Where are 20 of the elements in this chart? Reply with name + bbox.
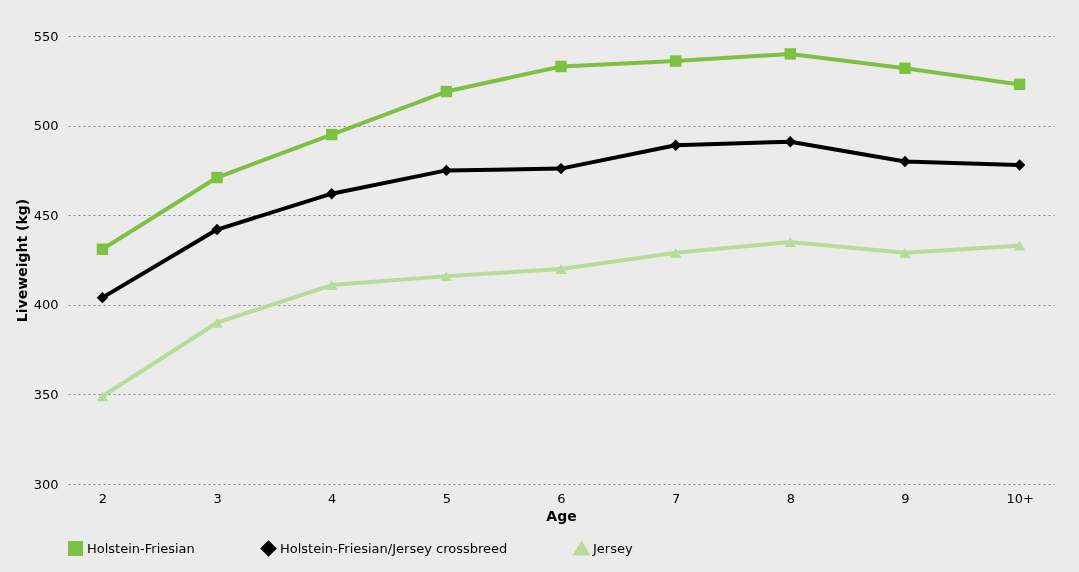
legend-label: Holstein-Friesian/Jersey crossbreed (280, 540, 508, 556)
x-tick-label: 8 (786, 490, 795, 506)
x-tick-label: 10+ (1006, 490, 1034, 506)
x-tick-label: 4 (328, 490, 337, 506)
x-tick-label: 6 (557, 490, 566, 506)
y-tick-label: 350 (33, 386, 59, 402)
legend-label: Jersey (592, 540, 633, 556)
y-tick-label: 300 (33, 476, 59, 492)
x-tick-label: 9 (901, 490, 910, 506)
y-tick-label: 550 (33, 28, 59, 44)
y-tick-label: 400 (33, 297, 59, 313)
y-tick-label: 450 (33, 207, 59, 223)
x-tick-label: 7 (672, 490, 681, 506)
x-axis-title: Age (546, 507, 577, 524)
x-tick-label: 2 (98, 490, 108, 506)
x-tick-label: 5 (442, 490, 451, 506)
y-tick-label: 500 (33, 118, 59, 134)
legend-label: Holstein-Friesian (87, 540, 195, 556)
x-tick-label: 3 (213, 490, 222, 506)
y-axis-title: Liveweight (kg) (13, 198, 30, 323)
